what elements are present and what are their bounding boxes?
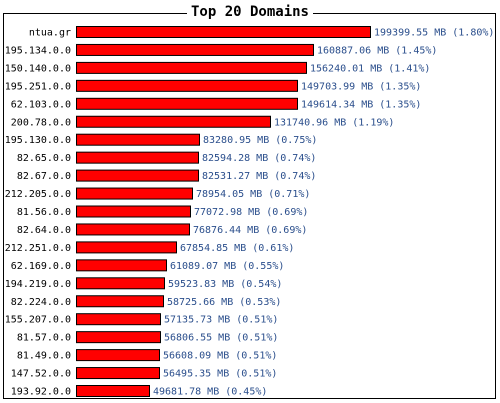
- category-label: 195.130.0.0: [5, 135, 71, 146]
- value-label: 160887.06 MB (1.45%): [317, 45, 437, 56]
- bar: [76, 61, 307, 74]
- category-label: 212.205.0.0: [5, 189, 71, 200]
- bar: [76, 385, 150, 397]
- value-label: 56806.55 MB (0.51%): [164, 333, 278, 344]
- category-label: 195.251.0.0: [5, 81, 71, 92]
- category-label: 195.134.0.0: [5, 45, 71, 56]
- value-label: 156240.01 MB (1.41%): [310, 63, 430, 74]
- category-label: 147.52.0.0: [11, 369, 71, 380]
- value-label: 76876.44 MB (0.69%): [193, 225, 307, 236]
- category-label: 82.224.0.0: [11, 297, 71, 308]
- category-label: 81.57.0.0: [17, 333, 71, 344]
- bar: [76, 151, 199, 164]
- bar: [76, 97, 298, 110]
- bar: [76, 277, 165, 290]
- category-label: 200.78.0.0: [11, 117, 71, 128]
- value-label: 77072.98 MB (0.69%): [194, 207, 308, 218]
- category-label: 62.169.0.0: [11, 261, 71, 272]
- bar: [76, 259, 167, 272]
- bar: [76, 169, 199, 182]
- value-label: 56608.09 MB (0.51%): [163, 351, 277, 362]
- bar: [76, 26, 371, 38]
- category-label: 82.65.0.0: [17, 153, 71, 164]
- value-label: 149703.99 MB (1.35%): [301, 81, 421, 92]
- value-label: 59523.83 MB (0.54%): [168, 279, 282, 290]
- bar: [76, 313, 161, 326]
- category-label: 82.64.0.0: [17, 225, 71, 236]
- value-label: 61089.07 MB (0.55%): [170, 261, 284, 272]
- bar: [76, 133, 200, 146]
- category-label: 62.103.0.0: [11, 99, 71, 110]
- value-label: 49681.78 MB (0.45%): [153, 387, 267, 398]
- value-label: 67854.85 MB (0.61%): [180, 243, 294, 254]
- bar: [76, 367, 160, 380]
- bar: [76, 241, 177, 254]
- chart-title: Top 20 Domains: [186, 4, 313, 20]
- bar: [76, 223, 190, 236]
- category-label: 82.67.0.0: [17, 171, 71, 182]
- category-label: 155.207.0.0: [5, 315, 71, 326]
- bar: [76, 205, 191, 218]
- category-label: 150.140.0.0: [5, 63, 71, 74]
- chart-title-wrapper: Top 20 Domains: [0, 3, 500, 21]
- value-label: 199399.55 MB (1.80%): [374, 28, 494, 39]
- value-label: 149614.34 MB (1.35%): [301, 99, 421, 110]
- value-label: 57135.73 MB (0.51%): [164, 315, 278, 326]
- value-label: 131740.96 MB (1.19%): [274, 117, 394, 128]
- bar: [76, 295, 164, 308]
- value-label: 82531.27 MB (0.74%): [202, 171, 316, 182]
- bar: [76, 187, 193, 200]
- category-label: 194.219.0.0: [5, 279, 71, 290]
- category-label: ntua.gr: [29, 28, 71, 39]
- category-label: 193.92.0.0: [11, 387, 71, 398]
- value-label: 56495.35 MB (0.51%): [163, 369, 277, 380]
- category-label: 81.56.0.0: [17, 207, 71, 218]
- category-label: 81.49.0.0: [17, 351, 71, 362]
- bar: [76, 349, 160, 362]
- value-label: 58725.66 MB (0.53%): [167, 297, 281, 308]
- value-label: 78954.05 MB (0.71%): [196, 189, 310, 200]
- bar: [76, 115, 271, 128]
- bar: [76, 79, 298, 92]
- bar: [76, 43, 314, 56]
- bar: [76, 331, 161, 344]
- value-label: 83280.95 MB (0.75%): [203, 135, 317, 146]
- value-label: 82594.28 MB (0.74%): [202, 153, 316, 164]
- category-label: 212.251.0.0: [5, 243, 71, 254]
